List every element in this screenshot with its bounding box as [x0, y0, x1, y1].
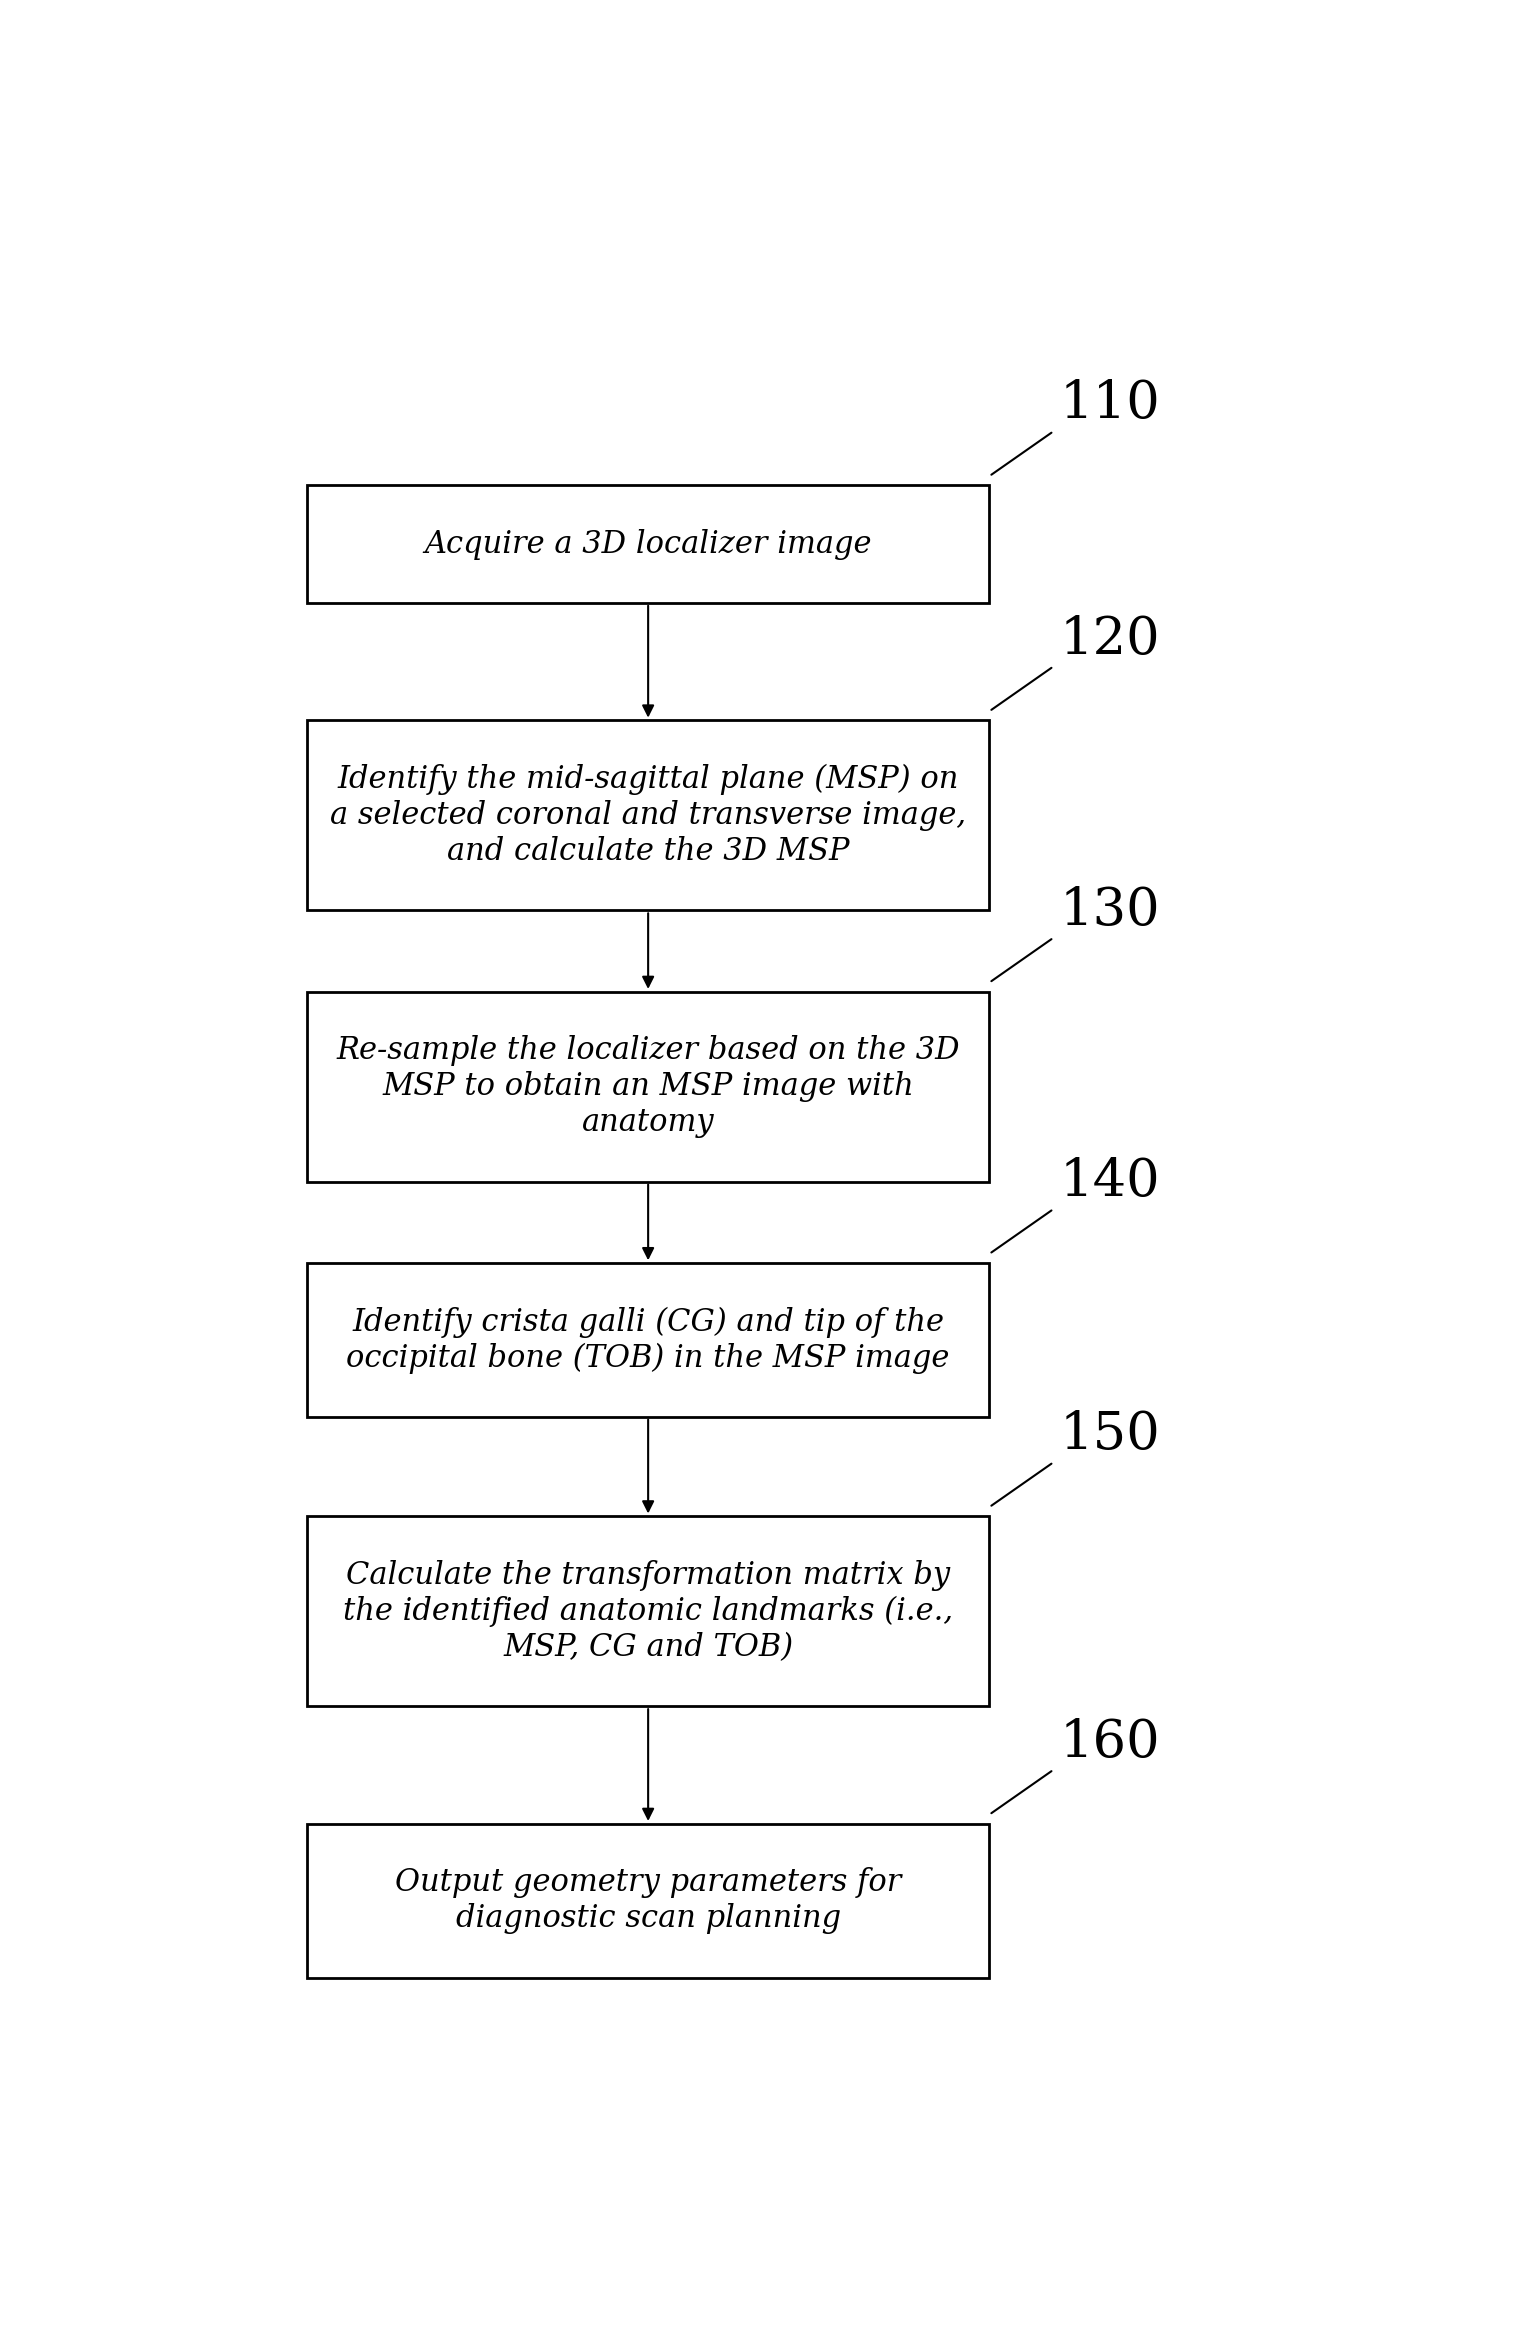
FancyBboxPatch shape	[306, 1517, 989, 1705]
Text: 150: 150	[1059, 1409, 1161, 1461]
Text: 130: 130	[1059, 886, 1161, 935]
FancyBboxPatch shape	[306, 991, 989, 1182]
Text: Output geometry parameters for
diagnostic scan planning: Output geometry parameters for diagnosti…	[394, 1867, 901, 1933]
Text: 120: 120	[1059, 613, 1161, 665]
FancyBboxPatch shape	[306, 1823, 989, 1978]
Text: Identify crista galli (CG) and tip of the
occipital bone (TOB) in the MSP image: Identify crista galli (CG) and tip of th…	[346, 1306, 950, 1374]
Text: 140: 140	[1059, 1156, 1161, 1207]
FancyBboxPatch shape	[306, 721, 989, 911]
Text: 160: 160	[1059, 1717, 1161, 1769]
Text: Acquire a 3D localizer image: Acquire a 3D localizer image	[425, 529, 872, 559]
FancyBboxPatch shape	[306, 1264, 989, 1416]
FancyBboxPatch shape	[306, 486, 989, 604]
Text: 110: 110	[1059, 378, 1161, 430]
Text: Calculate the transformation matrix by
the identified anatomic landmarks (i.e.,
: Calculate the transformation matrix by t…	[343, 1560, 953, 1663]
Text: Re-sample the localizer based on the 3D
MSP to obtain an MSP image with
anatomy: Re-sample the localizer based on the 3D …	[337, 1036, 960, 1137]
Text: Identify the mid-sagittal plane (MSP) on
a selected coronal and transverse image: Identify the mid-sagittal plane (MSP) on…	[331, 763, 966, 867]
